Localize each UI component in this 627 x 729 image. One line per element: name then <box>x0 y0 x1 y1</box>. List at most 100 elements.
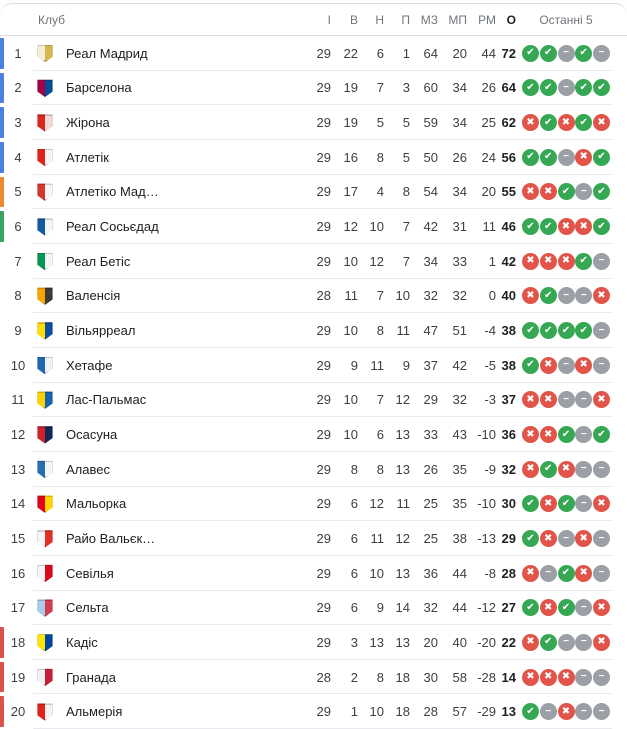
stat-points: 40 <box>501 288 516 304</box>
form-draw-icon: − <box>593 564 610 582</box>
form-icons: ✖ ✔ − − ✖ <box>522 633 610 651</box>
club-badge-icon <box>37 183 53 201</box>
table-row[interactable]: 7 Реал Бетіс 29 10 12 7 34 33 1 42 ✖ ✖ ✖ ✔ − <box>0 243 627 279</box>
stat-goals-against: 44 <box>452 565 467 581</box>
club-badge-icon <box>37 114 53 132</box>
stat-goals-for: 47 <box>423 323 438 339</box>
form-win-icon: ✔ <box>522 218 539 236</box>
form-win-icon: ✔ <box>575 79 593 97</box>
club-name: Валенсія <box>66 288 121 304</box>
stat-goals-against: 35 <box>452 496 467 512</box>
header-draws: Н <box>375 12 384 27</box>
stat-draws: 4 <box>376 184 384 200</box>
stat-played: 29 <box>316 253 331 269</box>
form-win-icon: ✔ <box>593 426 610 444</box>
table-row[interactable]: 6 Реал Сосьєдад 29 12 10 7 42 31 11 46 ✔… <box>0 209 627 244</box>
form-win-icon: ✔ <box>557 495 575 513</box>
form-win-icon: ✔ <box>557 183 575 201</box>
stat-played: 29 <box>316 115 331 131</box>
club-badge-icon <box>37 460 53 479</box>
form-win-icon: ✔ <box>557 599 575 617</box>
club-name: Реал Бетіс <box>66 253 131 269</box>
header-losses: П <box>401 12 410 27</box>
stat-goals-for: 50 <box>423 149 438 165</box>
form-icons: ✔ ✔ ✔ ✔ − <box>522 322 610 340</box>
stat-goals-for: 36 <box>423 565 438 581</box>
form-loss-icon: ✖ <box>539 391 557 409</box>
table-row[interactable]: 2 Барселона 29 19 7 3 60 34 26 64 ✔ ✔ − ✔ ✔ <box>0 70 627 106</box>
stat-losses: 8 <box>402 184 410 200</box>
stat-wins: 17 <box>343 184 358 200</box>
table-row[interactable]: 10 Хетафе 29 9 11 9 37 42 -5 38 ✔ ✖ − ✖ − <box>0 347 627 383</box>
club-badge-icon <box>37 391 53 409</box>
form-win-icon: ✔ <box>593 218 610 236</box>
table-row[interactable]: 20 Альмерія 29 1 10 18 28 57 -29 13 ✔ − ✖ −… <box>0 694 627 729</box>
form-loss-icon: ✖ <box>522 668 539 686</box>
form-icons: ✖ ✔ − − ✖ <box>522 287 610 305</box>
stat-losses: 3 <box>402 80 410 96</box>
form-loss-icon: ✖ <box>557 668 575 686</box>
table-row[interactable]: 9 Вільярреал 29 10 8 11 47 51 -4 38 ✔ ✔ ✔ ✔… <box>0 313 627 348</box>
stat-goals-against: 42 <box>452 357 467 373</box>
stat-goal-diff: -9 <box>484 461 496 477</box>
club-badge-icon <box>37 356 53 375</box>
form-icons: ✔ ✖ ✔ − ✖ <box>522 599 610 617</box>
stat-played: 29 <box>316 392 331 408</box>
table-row[interactable]: 18 Кадіс 29 3 13 13 20 40 -20 22 ✖ ✔ − − ✖ <box>0 625 627 660</box>
table-row[interactable]: 16 Севілья 29 6 10 13 36 44 -8 28 ✖ − ✔ ✖ − <box>0 555 627 591</box>
stat-points: 72 <box>501 45 516 61</box>
stat-goals-for: 32 <box>423 288 438 304</box>
stat-draws: 11 <box>370 531 385 547</box>
form-draw-icon: − <box>557 530 575 548</box>
stat-draws: 10 <box>369 565 384 581</box>
form-loss-icon: ✖ <box>539 252 557 270</box>
table-row[interactable]: 5 Атлетіко Мад… 29 17 4 8 54 34 20 55 ✖ ✖… <box>0 174 627 210</box>
form-win-icon: ✔ <box>539 218 557 236</box>
table-row[interactable]: 19 Гранада 28 2 8 18 30 58 -28 14 ✖ ✖ ✖ − − <box>0 659 627 695</box>
club-name: Осасуна <box>66 427 118 443</box>
form-loss-icon: ✖ <box>593 114 610 132</box>
stat-wins: 8 <box>350 461 358 477</box>
form-draw-icon: − <box>539 564 557 582</box>
stat-played: 29 <box>316 80 331 96</box>
stat-goals-for: 28 <box>423 704 438 720</box>
stat-goal-diff: -13 <box>477 531 496 547</box>
form-draw-icon: − <box>575 495 593 513</box>
form-loss-icon: ✖ <box>593 287 610 305</box>
stat-goals-against: 38 <box>452 531 467 547</box>
header-last-5: Останні 5 <box>539 12 593 27</box>
form-win-icon: ✔ <box>539 460 557 478</box>
form-loss-icon: ✖ <box>539 668 557 686</box>
rank: 16 <box>10 565 26 581</box>
table-row[interactable]: 13 Алавес 29 8 8 13 26 35 -9 32 ✖ ✔ ✖ − − <box>0 451 627 487</box>
form-win-icon: ✔ <box>522 530 539 548</box>
stat-played: 29 <box>316 565 331 581</box>
stat-points: 14 <box>501 669 516 685</box>
stat-goals-against: 34 <box>452 115 467 131</box>
table-row[interactable]: 12 Осасуна 29 10 6 13 33 43 -10 36 ✖ ✖ ✔ − ✔ <box>0 417 627 452</box>
form-draw-icon: − <box>575 460 593 478</box>
stat-goals-against: 51 <box>452 323 467 339</box>
table-row[interactable]: 1 Реал Мадрид 29 22 6 1 64 20 44 72 ✔ ✔ − ✔… <box>0 36 627 71</box>
rank: 14 <box>10 496 26 512</box>
table-row[interactable]: 15 Райо Вальєк… 29 6 11 12 25 38 -13 29 … <box>0 521 627 556</box>
form-draw-icon: − <box>557 287 575 305</box>
table-row[interactable]: 14 Мальорка 29 6 12 11 25 35 -10 30 ✔ ✖ ✔ −… <box>0 486 627 522</box>
table-row[interactable]: 17 Сельта 29 6 9 14 32 44 -12 27 ✔ ✖ ✔ − ✖ <box>0 590 627 626</box>
form-icons: ✖ − ✔ ✖ − <box>522 564 610 582</box>
table-row[interactable]: 11 Лас-Пальмас 29 10 7 12 29 32 -3 37 ✖ ✖… <box>0 382 627 418</box>
club-badge-icon <box>37 634 53 652</box>
club-badge-icon <box>37 599 53 617</box>
form-icons: ✔ ✔ ✖ ✖ ✔ <box>522 218 610 236</box>
club-badge-icon <box>37 79 53 97</box>
form-loss-icon: ✖ <box>557 703 575 721</box>
stat-goals-against: 34 <box>452 184 467 200</box>
zone-indicator <box>0 627 4 658</box>
stat-wins: 10 <box>343 253 358 269</box>
table-row[interactable]: 4 Атлетік 29 16 8 5 50 26 24 56 ✔ ✔ − ✖ ✔ <box>0 139 627 175</box>
form-loss-icon: ✖ <box>593 633 610 651</box>
form-icons: ✖ ✔ ✖ − − <box>522 460 610 478</box>
form-win-icon: ✔ <box>522 79 539 97</box>
table-row[interactable]: 8 Валенсія 28 11 7 10 32 32 0 40 ✖ ✔ − − ✖ <box>0 278 627 314</box>
table-row[interactable]: 3 Жірона 29 19 5 5 59 34 25 62 ✖ ✔ ✖ ✔ ✖ <box>0 105 627 140</box>
